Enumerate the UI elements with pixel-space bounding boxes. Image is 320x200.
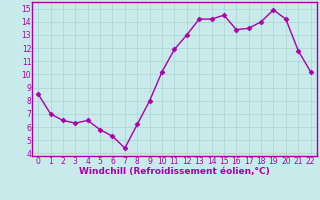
- X-axis label: Windchill (Refroidissement éolien,°C): Windchill (Refroidissement éolien,°C): [79, 167, 270, 176]
